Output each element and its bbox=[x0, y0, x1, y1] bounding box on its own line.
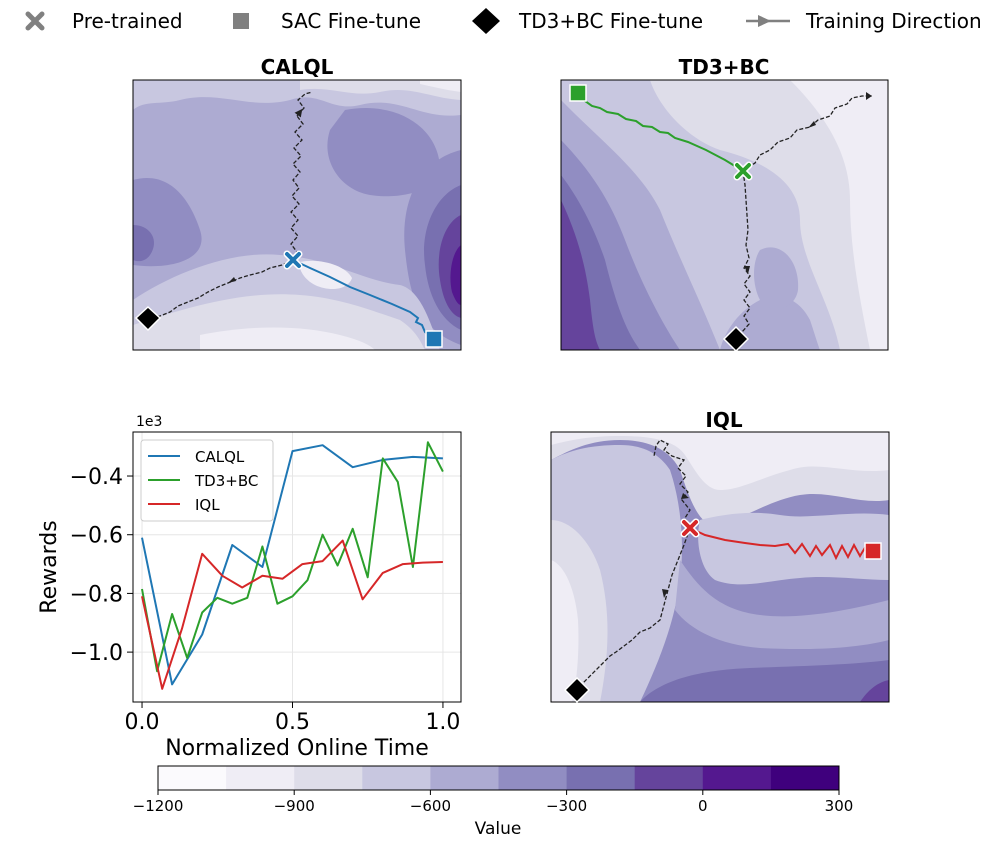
iql-td3bc-marker bbox=[563, 676, 591, 704]
calql-sac-marker bbox=[425, 330, 443, 348]
x-tick-label: 1.0 bbox=[425, 710, 460, 735]
iql-sac-marker bbox=[864, 542, 882, 560]
rewards-ylabel: Rewards bbox=[37, 520, 62, 613]
rewards-ticks: 0.0 0.5 1.0 −0.4 −0.6 −0.8 −1.0 bbox=[70, 465, 461, 735]
legend-item-td3bc: TD3+BC Fine-tune bbox=[472, 8, 703, 34]
calql-title: CALQL bbox=[261, 55, 334, 79]
y-tick-label: −1.0 bbox=[70, 641, 123, 666]
td3bc-pretrain-path-down bbox=[735, 170, 751, 338]
value-colorbar: −1200 −900 −600 −300 0 300 Value bbox=[133, 765, 854, 839]
colorbar-cell bbox=[498, 766, 568, 790]
rewards-series bbox=[141, 441, 444, 690]
colorbar-label: Value bbox=[475, 819, 522, 839]
rewards-offset-label: 1e3 bbox=[136, 414, 162, 430]
iql-pretrain-path-down bbox=[577, 527, 691, 691]
td3bc-pretrain-path-up bbox=[742, 95, 872, 172]
iql-contour bbox=[551, 432, 889, 702]
rewards-xlabel: Normalized Online Time bbox=[165, 736, 429, 761]
x-cross-icon bbox=[25, 11, 45, 31]
rewards-legend-calql: CALQL bbox=[195, 448, 245, 466]
iql-pretrained-marker bbox=[680, 518, 700, 538]
iql-panel: IQL bbox=[550, 408, 890, 704]
legend-label-td3bc: TD3+BC Fine-tune bbox=[518, 9, 703, 33]
colorbar-cell bbox=[566, 766, 636, 790]
legend-item-direction: Training Direction bbox=[746, 9, 982, 33]
colorbar-cell bbox=[362, 766, 431, 790]
arrow-line-icon bbox=[746, 15, 790, 27]
colorbar-cell bbox=[430, 766, 499, 790]
colorbar-tick-label: 0 bbox=[698, 797, 708, 815]
calql-panel: CALQL bbox=[132, 55, 462, 351]
colorbar-cell bbox=[634, 766, 704, 790]
calql-td3bc-marker bbox=[134, 305, 162, 332]
legend-label-sac: SAC Fine-tune bbox=[281, 9, 421, 33]
legend-label-pretrained: Pre-trained bbox=[72, 9, 183, 33]
td3bc-panel: TD3+BC bbox=[560, 55, 889, 353]
colorbar-tick-label: −900 bbox=[274, 797, 315, 815]
square-icon bbox=[233, 13, 249, 29]
rewards-legend-td3bc: TD3+BC bbox=[194, 472, 258, 490]
colorbar-cell bbox=[158, 766, 227, 790]
td3bc-sac-path bbox=[577, 93, 744, 172]
colorbar-cell bbox=[294, 766, 363, 790]
colorbar-tick-label: 300 bbox=[825, 797, 854, 815]
colorbar-ticks: −1200 −900 −600 −300 0 300 bbox=[133, 790, 854, 815]
rewards-legend: CALQL TD3+BC IQL bbox=[140, 439, 274, 522]
iql-sac-path bbox=[689, 527, 873, 561]
legend-label-direction: Training Direction bbox=[805, 9, 982, 33]
diamond-icon bbox=[472, 8, 500, 34]
colorbar-tick-label: −300 bbox=[546, 797, 587, 815]
td3bc-contour bbox=[561, 80, 888, 350]
colorbar-tick-label: −600 bbox=[410, 797, 451, 815]
legend-item-pretrained: Pre-trained bbox=[25, 9, 183, 33]
x-tick-label: 0.0 bbox=[125, 710, 160, 735]
rewards-line-chart: 0.0 0.5 1.0 −0.4 −0.6 −0.8 −1.0 1e3 Rewards No… bbox=[37, 414, 462, 761]
colorbar-cells bbox=[158, 766, 840, 790]
colorbar-cell bbox=[770, 766, 840, 790]
td3bc-title: TD3+BC bbox=[679, 55, 770, 79]
series-line-iql bbox=[141, 539, 443, 690]
calql-contour bbox=[133, 80, 461, 350]
td3bc-pretrained-marker bbox=[733, 161, 753, 181]
rewards-legend-iql: IQL bbox=[195, 496, 220, 514]
x-tick-label: 0.5 bbox=[275, 710, 310, 735]
td3bc-sac-marker bbox=[569, 84, 587, 102]
calql-sac-path bbox=[292, 259, 433, 339]
calql-pretrained-marker bbox=[283, 250, 303, 270]
y-tick-label: −0.8 bbox=[70, 582, 123, 607]
y-tick-label: −0.6 bbox=[70, 524, 123, 549]
figure-legend: Pre-trained SAC Fine-tune TD3+BC Fine-tu… bbox=[25, 8, 982, 34]
iql-pretrain-path-up bbox=[653, 439, 691, 529]
iql-title: IQL bbox=[705, 408, 742, 432]
colorbar-cell bbox=[702, 766, 772, 790]
td3bc-td3bc-marker bbox=[722, 325, 750, 353]
colorbar-cell bbox=[226, 766, 295, 790]
legend-item-sac: SAC Fine-tune bbox=[233, 9, 421, 33]
series-line-calql bbox=[141, 444, 443, 686]
colorbar-tick-label: −1200 bbox=[133, 797, 184, 815]
series-line-td3-bc bbox=[141, 441, 444, 673]
y-tick-label: −0.4 bbox=[70, 465, 123, 490]
